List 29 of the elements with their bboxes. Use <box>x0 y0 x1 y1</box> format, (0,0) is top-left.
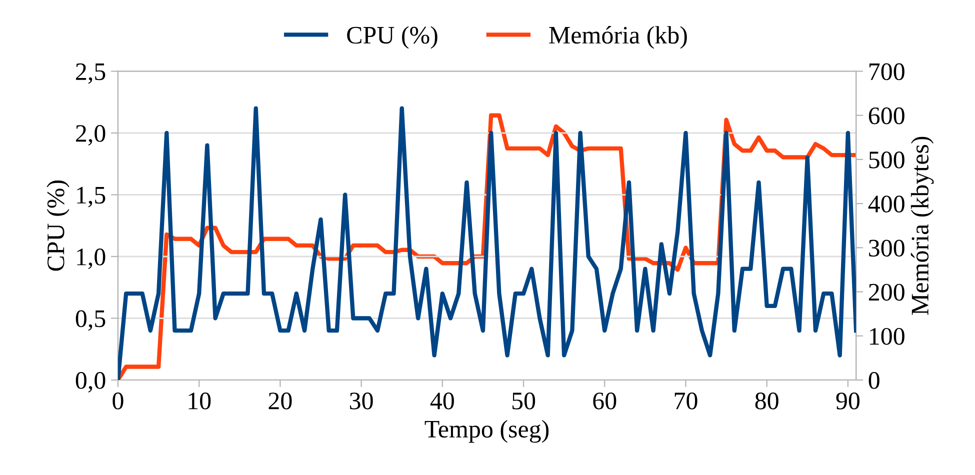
x-tick-label: 50 <box>512 392 536 410</box>
x-tick-label: 80 <box>755 392 778 410</box>
x-tick-label: 30 <box>350 392 373 410</box>
x-tick-label: 60 <box>593 392 616 410</box>
y-tick-label: 2,5 <box>76 63 106 84</box>
y-tick-label: 0,0 <box>76 372 106 393</box>
x-tick-label: 70 <box>674 392 698 410</box>
y2-tick-label: 700 <box>870 63 904 80</box>
y2-tick-label: 200 <box>868 284 904 301</box>
y2-axis-title: Memória (kbytes) <box>910 136 934 315</box>
x-axis-title: Tempo (seg) <box>424 420 549 443</box>
y2-tick-label: 600 <box>868 107 904 124</box>
y2-tick-label: 0 <box>868 372 880 389</box>
x-tick-label: 90 <box>836 392 860 410</box>
y2-tick-label: 500 <box>869 152 904 168</box>
y2-tick-label: 400 <box>868 196 904 212</box>
x-tick-label: 20 <box>268 392 292 410</box>
y-tick-label: 1,0 <box>77 248 106 270</box>
legend-label: CPU (%) <box>347 26 438 49</box>
y2-tick-label: 300 <box>869 240 904 257</box>
y-tick-label: 0,5 <box>76 310 106 331</box>
legend-label: Memória (kb) <box>549 26 687 49</box>
y-axis-title: CPU (%) <box>46 180 70 271</box>
x-tick-label: 40 <box>430 392 454 410</box>
y-tick-label: 2,0 <box>76 125 106 146</box>
x-tick-label: 10 <box>188 392 211 410</box>
y2-tick-label: 100 <box>870 328 904 345</box>
x-tick-label: 0 <box>112 392 124 410</box>
y-tick-label: 1,5 <box>77 186 106 208</box>
